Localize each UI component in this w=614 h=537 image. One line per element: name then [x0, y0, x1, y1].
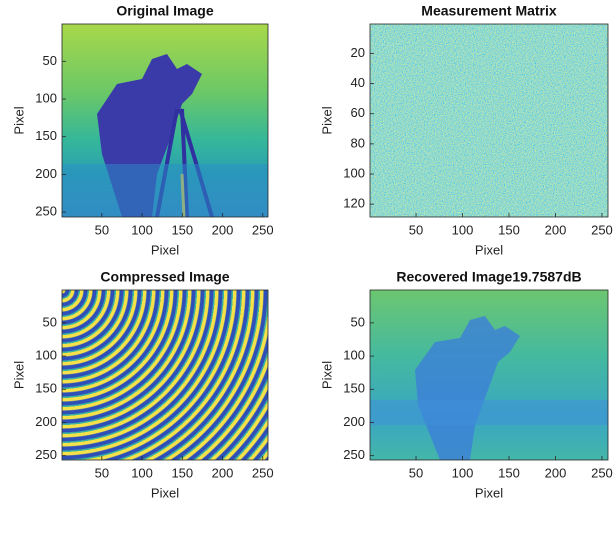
- axes-box: [62, 290, 268, 460]
- x-tick-label: 250: [252, 465, 274, 480]
- x-tick-label: 150: [171, 465, 193, 480]
- y-tick-label: 80: [351, 135, 365, 150]
- y-tick-label: 50: [43, 314, 57, 329]
- y-tick-label: 150: [35, 128, 57, 143]
- y-tick-label: 200: [35, 166, 57, 181]
- y-axis-label: Pixel: [319, 361, 334, 389]
- y-tick-label: 100: [35, 90, 57, 105]
- title: Recovered Image19.7587dB: [396, 269, 581, 285]
- title: Original Image: [116, 3, 213, 19]
- x-tick-label: 50: [95, 465, 109, 480]
- y-tick-label: 40: [351, 75, 365, 90]
- y-tick-label: 50: [351, 314, 365, 329]
- x-tick-label: 200: [212, 465, 234, 480]
- x-tick-label: 100: [452, 222, 474, 237]
- x-tick-label: 100: [131, 465, 153, 480]
- axes-layer: Original Image Pixel Pixel 50 100 150 200 250 50…: [0, 0, 614, 537]
- y-axis-label: Pixel: [11, 361, 26, 389]
- x-tick-label: 150: [498, 222, 520, 237]
- y-tick-label: 60: [351, 105, 365, 120]
- y-tick-label: 20: [351, 45, 365, 60]
- x-axis-label: Pixel: [475, 242, 503, 257]
- x-tick-label: 50: [95, 222, 109, 237]
- y-tick-label: 100: [343, 348, 365, 363]
- axes-box: [370, 290, 608, 460]
- y-tick-label: 200: [35, 414, 57, 429]
- y-tick-label: 100: [35, 348, 57, 363]
- axes-box: [62, 24, 268, 217]
- y-tick-label: 200: [343, 414, 365, 429]
- y-axis-label: Pixel: [319, 106, 334, 134]
- y-tick-label: 150: [35, 381, 57, 396]
- figure: Original Image Pixel Pixel 50 100 150 200 250 50…: [0, 0, 614, 537]
- x-tick-label: 50: [409, 222, 423, 237]
- x-tick-label: 100: [131, 222, 153, 237]
- title: Measurement Matrix: [421, 3, 557, 19]
- x-tick-label: 250: [252, 222, 274, 237]
- y-tick-label: 50: [43, 53, 57, 68]
- x-tick-label: 200: [212, 222, 234, 237]
- x-tick-label: 200: [545, 465, 567, 480]
- x-axis-label: Pixel: [151, 485, 179, 500]
- x-tick-label: 100: [452, 465, 474, 480]
- x-tick-label: 250: [591, 222, 613, 237]
- x-tick-label: 50: [409, 465, 423, 480]
- y-tick-label: 120: [343, 196, 365, 211]
- x-axis-label: Pixel: [475, 485, 503, 500]
- x-tick-label: 200: [545, 222, 567, 237]
- x-axis-label: Pixel: [151, 242, 179, 257]
- x-tick-label: 150: [498, 465, 520, 480]
- y-tick-label: 150: [343, 381, 365, 396]
- y-tick-label: 250: [343, 447, 365, 462]
- y-tick-label: 100: [343, 165, 365, 180]
- measurement-matrix-image: [370, 24, 608, 217]
- x-tick-label: 250: [591, 465, 613, 480]
- y-tick-label: 250: [35, 447, 57, 462]
- y-tick-label: 250: [35, 204, 57, 219]
- title: Compressed Image: [100, 269, 229, 285]
- x-tick-label: 150: [171, 222, 193, 237]
- y-axis-label: Pixel: [11, 106, 26, 134]
